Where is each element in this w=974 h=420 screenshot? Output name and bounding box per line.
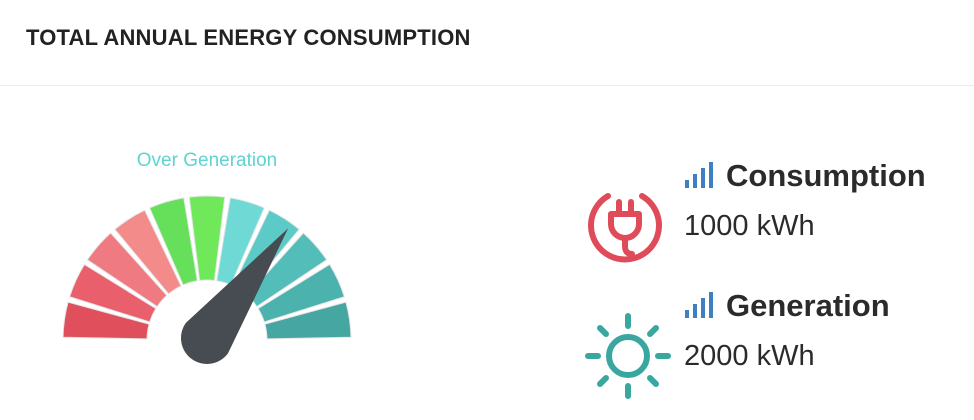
- gauge-dial: [62, 195, 352, 365]
- gauge-segment: [149, 197, 198, 286]
- gauge-segment: [188, 195, 226, 282]
- gauge-segment: [114, 209, 182, 295]
- gauge-segment: [264, 301, 352, 340]
- consumption-value: 1000 kWh: [684, 210, 815, 242]
- consumption-stat: Consumption 1000 kWh: [580, 150, 960, 270]
- gauge-segment: [86, 232, 168, 308]
- consumption-label: Consumption: [726, 158, 926, 193]
- gauge-segment: [257, 263, 345, 323]
- generation-label: Generation: [726, 288, 890, 323]
- card-header: TOTAL ANNUAL ENERGY CONSUMPTION: [0, 0, 974, 86]
- gauge-segment: [69, 263, 157, 323]
- signal-bars-icon: [685, 162, 713, 188]
- generation-value: 2000 kWh: [684, 340, 815, 372]
- card-title: TOTAL ANNUAL ENERGY CONSUMPTION: [26, 25, 471, 50]
- plug-icon: [588, 193, 662, 263]
- signal-bars-icon: [685, 292, 713, 318]
- gauge-status-label: Over Generation: [136, 150, 278, 171]
- gauge-segment: [62, 301, 150, 340]
- gauge-needle: [180, 228, 289, 365]
- sun-icon: [585, 313, 671, 399]
- energy-gauge: Over Generation: [0, 130, 420, 390]
- generation-stat: Generation 2000 kWh: [580, 282, 960, 402]
